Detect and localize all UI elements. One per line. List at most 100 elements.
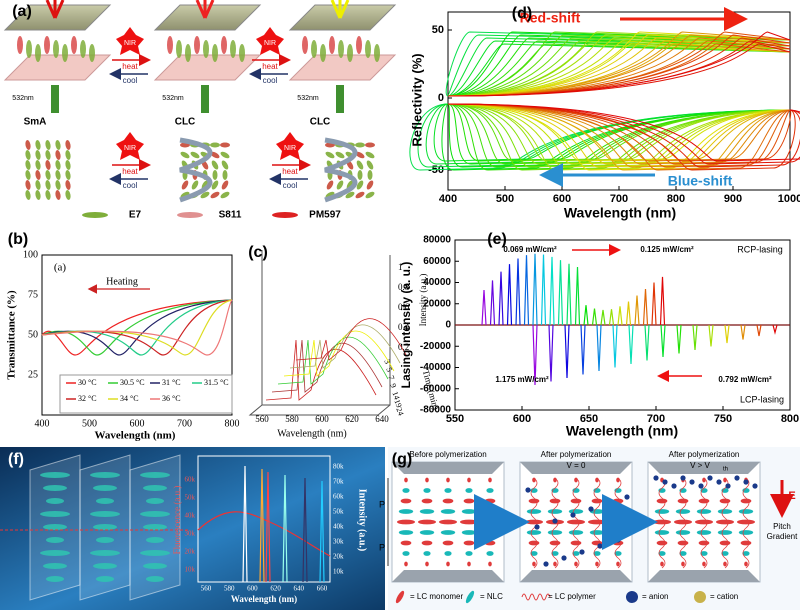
lc-molecule	[698, 498, 710, 504]
curve-sketch	[447, 103, 791, 165]
x-tick-label: 700	[647, 413, 665, 425]
lc-molecule	[488, 477, 492, 483]
glass-plate	[288, 54, 397, 81]
spike-sketch	[566, 263, 572, 326]
label: heat	[262, 62, 278, 71]
label: NIR	[124, 145, 136, 152]
y-tick-label: 100	[23, 249, 38, 260]
label: Before polymerization	[409, 450, 486, 459]
laser-beam	[201, 85, 209, 113]
lc-molecule	[532, 561, 536, 567]
spike-sketch	[259, 468, 265, 583]
lc-molecule	[40, 472, 70, 478]
lc-molecule	[568, 530, 584, 535]
label: Red-shift	[520, 10, 581, 26]
y-tick-label: 75	[28, 289, 38, 300]
curve-sketch	[447, 103, 796, 171]
y-tick-label: 7	[386, 374, 396, 381]
line	[203, 0, 215, 19]
lc-molecule	[440, 509, 456, 514]
lc-molecule	[65, 170, 71, 180]
lc-molecule	[140, 550, 170, 556]
label: = NLC	[480, 592, 503, 601]
spike-sketch	[708, 324, 714, 347]
y-tick-label: 3	[382, 358, 392, 365]
glass-plate	[3, 4, 112, 31]
x-tick-label: 640	[375, 414, 389, 424]
ion	[716, 479, 722, 485]
legend-swatch	[465, 590, 475, 604]
polymer-helix	[700, 477, 708, 569]
polymer-helix	[593, 477, 601, 569]
label: Lasing intensity (a. u.)	[399, 262, 413, 389]
label: Wavelength (nm)	[231, 594, 297, 604]
legend-swatch	[521, 593, 551, 601]
lc-molecule	[90, 511, 120, 517]
lc-molecule	[461, 530, 477, 535]
y-tick-label: 50	[432, 24, 444, 36]
lc-molecule	[176, 40, 182, 58]
lc-molecule	[40, 550, 70, 556]
curve-sketch	[447, 103, 791, 171]
y-tick-label: 40k	[333, 523, 344, 531]
label: (f)	[8, 451, 24, 468]
lc-molecule	[35, 190, 41, 200]
lc-molecule	[484, 540, 496, 546]
lc-molecule	[55, 190, 61, 200]
axis-box	[261, 250, 391, 406]
lc-molecule	[25, 160, 31, 170]
curve-sketch	[447, 31, 791, 97]
x-tick-label: 500	[82, 418, 97, 429]
lc-molecule	[45, 180, 51, 190]
x-tick-label: 650	[580, 413, 598, 425]
lc-molecule	[744, 561, 748, 567]
label: 0.069 mW/cm²	[503, 245, 557, 254]
lc-molecule	[325, 151, 335, 159]
spike-sketch	[580, 324, 586, 375]
lc-molecule	[421, 498, 433, 504]
x-tick-label: 500	[496, 193, 514, 205]
spike-sketch	[625, 301, 632, 326]
lc-molecule	[610, 509, 626, 514]
label: P	[379, 499, 385, 509]
lc-molecule	[93, 485, 117, 491]
y-tick-label: 20000	[423, 298, 451, 309]
lc-molecule	[525, 519, 543, 525]
label: (d)	[512, 5, 532, 22]
lc-molecule	[190, 151, 200, 159]
ion	[671, 483, 677, 489]
label: Heating	[106, 276, 138, 287]
label: PM597	[309, 210, 341, 221]
label: = anion	[642, 592, 668, 601]
lc-molecule	[194, 36, 200, 54]
lc-molecule	[96, 537, 114, 543]
lc-molecule	[71, 36, 77, 54]
lc-molecule	[425, 477, 429, 483]
spike-sketch	[772, 324, 778, 335]
glass-plate	[288, 4, 397, 31]
lc-molecule	[210, 151, 220, 159]
label: SmA	[24, 117, 47, 128]
lc-molecule	[660, 561, 664, 567]
y-tick-label: 10k	[185, 566, 196, 574]
spike-sketch	[724, 324, 730, 344]
lc-molecule	[675, 530, 691, 535]
label: cool	[283, 181, 298, 190]
lc-molecule	[365, 191, 375, 199]
ion	[552, 518, 558, 524]
curve-sketch	[447, 37, 791, 97]
lc-molecule	[717, 509, 733, 514]
spike-sketch	[591, 308, 598, 326]
x-tick-label: 700	[610, 193, 628, 205]
lc-molecule	[614, 551, 622, 556]
curve-sketch	[41, 299, 233, 356]
curve-sketch	[41, 299, 233, 356]
lc-molecule	[530, 551, 538, 556]
lc-molecule	[143, 485, 167, 491]
lc-molecule	[696, 509, 712, 514]
z-tick-label: 0.8	[398, 282, 410, 292]
electrode	[648, 462, 760, 474]
label: (a)	[54, 262, 67, 274]
curve-sketch	[289, 324, 401, 369]
spike-sketch	[265, 471, 271, 583]
